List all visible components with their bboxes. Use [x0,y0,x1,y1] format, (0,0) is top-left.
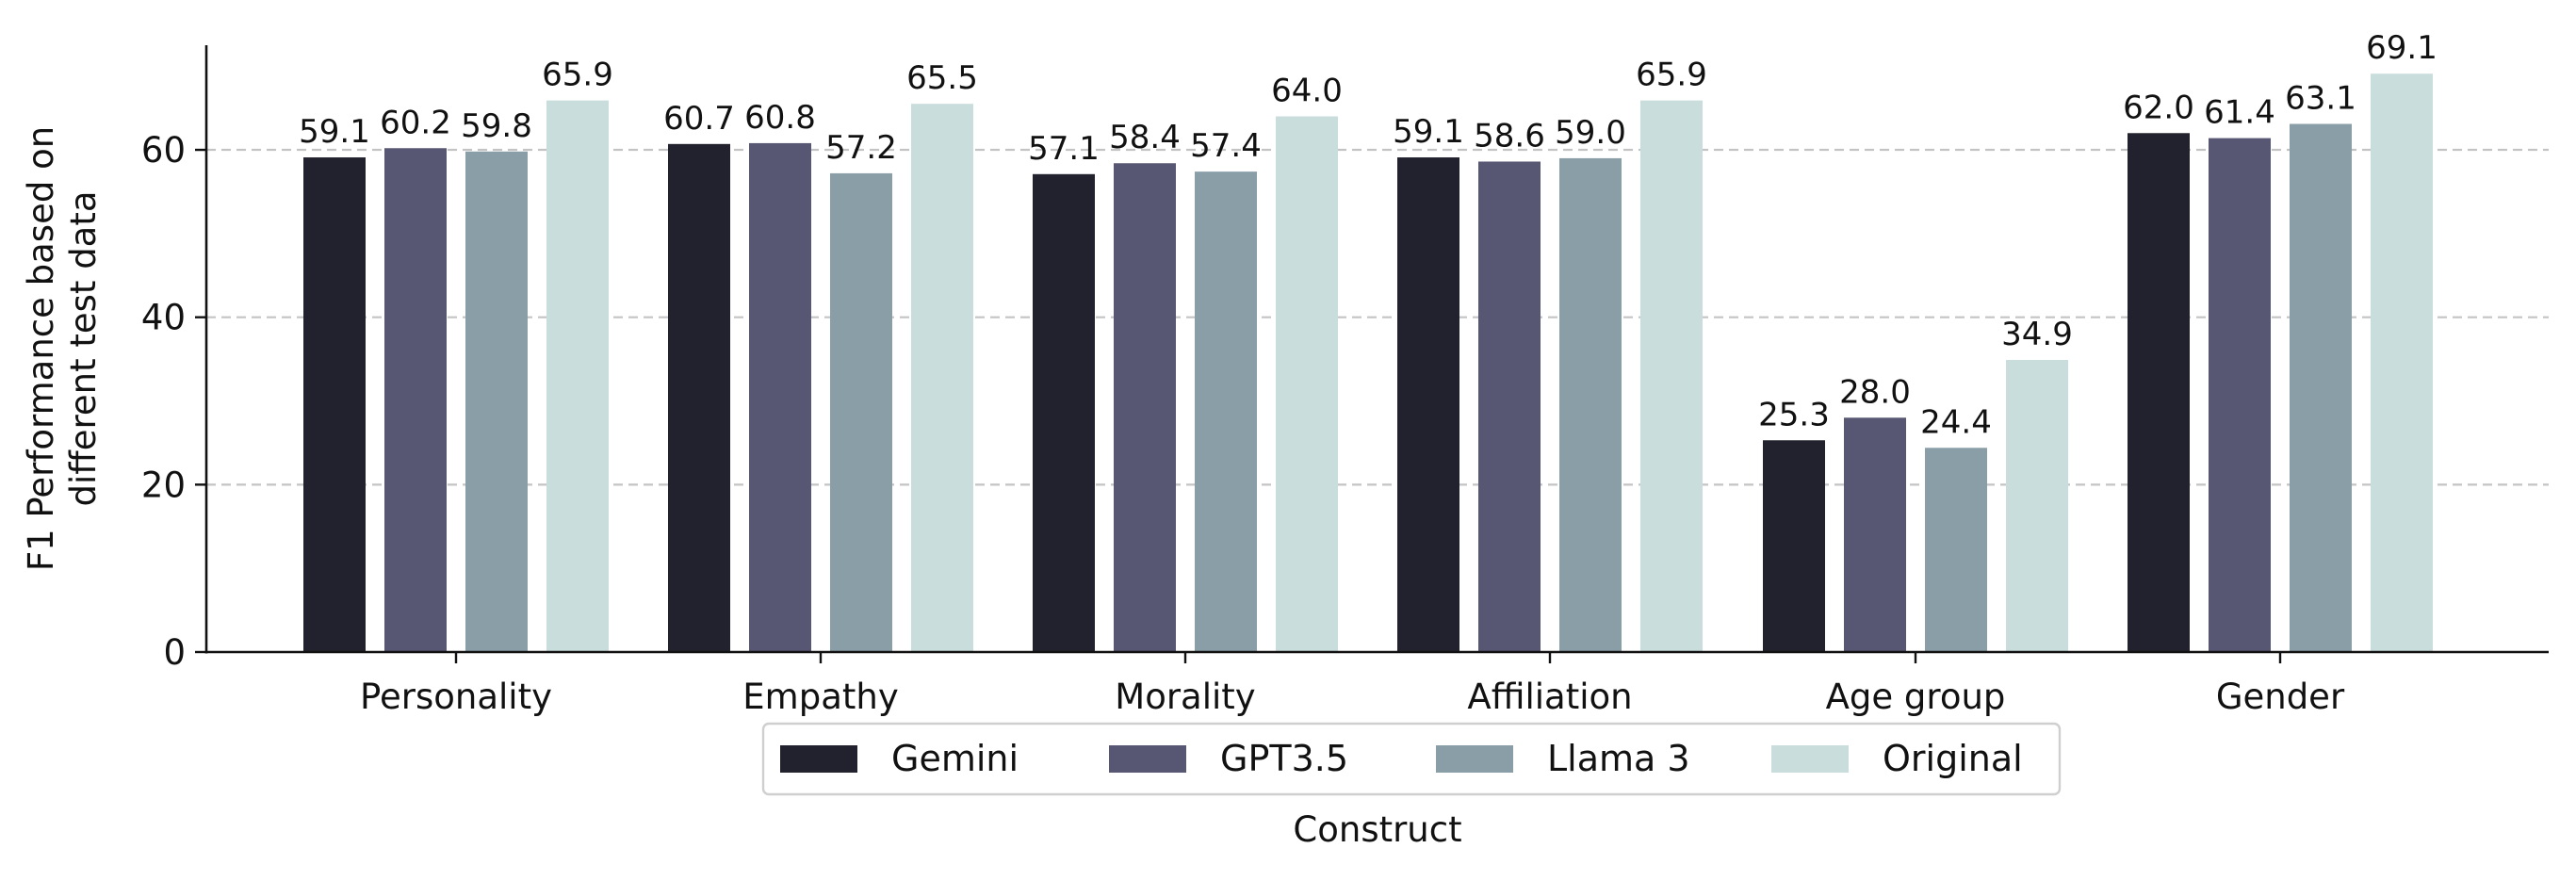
data-label-morality-llama-3: 57.4 [1190,127,1262,165]
data-label-empathy-llama-3: 57.2 [825,129,897,167]
y-tick-label: 20 [141,465,186,505]
legend-box [761,722,2062,796]
legend-swatch-gemini [780,745,857,773]
bar-gender-gemini [2128,133,2190,652]
bar-affiliation-llama-3 [1559,157,1622,652]
data-label-morality-original: 64.0 [1271,73,1343,110]
bar-affiliation-gpt3-5 [1478,161,1541,653]
data-label-personality-original: 65.9 [542,57,613,94]
legend-label-gpt3-5: GPT3.5 [1220,738,1348,779]
bars [303,73,2433,653]
x-axis-title: Construct [1293,809,1461,850]
data-label-gender-gemini: 62.0 [2123,89,2194,126]
x-ticks: Personality Empathy Morality Affiliation Age… [360,652,2345,717]
y-tick-label: 40 [141,298,186,338]
data-label-gender-llama-3: 63.1 [2285,79,2356,117]
data-label-personality-llama-3: 59.8 [461,107,532,145]
legend-swatch-gpt3-5 [1109,745,1186,773]
data-label-gender-gpt3-5: 61.4 [2204,94,2275,132]
bar-age-group-gpt3-5 [1844,417,1906,652]
bar-gender-llama-3 [2290,123,2352,652]
data-label-affiliation-gemini: 59.1 [1393,113,1464,151]
bar-personality-original [546,100,609,652]
y-axis-title-line: F1 Performance based on [21,126,61,571]
bar-personality-gemini [303,157,366,653]
y-axis-title-line: different test data [63,190,104,506]
legend-label-llama-3: Llama 3 [1547,738,1690,779]
data-labels: 59.1 60.2 59.8 65.9 60.7 60.857.265.5 57.1 58.4… [299,29,2437,441]
bar-age-group-original [2006,359,2068,652]
x-tick-label-gender: Gender [2216,677,2345,717]
data-label-age-group-gpt3-5: 28.0 [1839,373,1911,411]
data-label-empathy-original: 65.5 [906,59,978,97]
bar-gender-gpt3-5 [2209,138,2271,652]
data-label-empathy-gpt3-5: 60.8 [744,99,816,137]
data-label-gender-original: 69.1 [2366,29,2437,67]
bar-empathy-gpt3-5 [749,142,811,652]
bar-affiliation-original [1640,100,1703,652]
data-label-affiliation-original: 65.9 [1636,57,1707,94]
data-label-empathy-gemini: 60.7 [663,100,735,138]
bar-age-group-gemini [1763,440,1825,652]
x-tick-label-morality: Morality [1115,677,1255,717]
bar-morality-original [1276,116,1338,653]
data-label-personality-gpt3-5: 60.2 [380,104,451,141]
axes [204,45,2549,654]
bar-morality-gemini [1033,173,1095,652]
legend-label-gemini: Gemini [891,738,1019,779]
x-tick-label-affiliation: Affiliation [1467,677,1632,717]
x-tick-label-empathy: Empathy [742,677,898,717]
legend-label-original: Original [1883,738,2023,779]
data-label-affiliation-gpt3-5: 58.6 [1474,117,1545,155]
data-label-age-group-gemini: 25.3 [1758,396,1830,433]
data-label-morality-gpt3-5: 58.4 [1109,119,1181,156]
bar-affiliation-gemini [1397,157,1459,653]
bar-morality-llama-3 [1195,171,1257,653]
bar-personality-llama-3 [465,151,528,652]
legend: Gemini GPT3.5 Llama 3 Original [761,722,2062,796]
data-label-affiliation-llama-3: 59.0 [1555,114,1626,152]
data-label-age-group-llama-3: 24.4 [1920,403,1992,441]
bar-empathy-original [911,104,973,652]
data-label-morality-gemini: 57.1 [1028,130,1100,168]
x-tick-label-personality: Personality [360,677,552,717]
bar-morality-gpt3-5 [1114,163,1176,653]
data-label-personality-gemini: 59.1 [299,113,370,151]
data-label-age-group-original: 34.9 [2001,316,2073,353]
bar-empathy-llama-3 [830,172,892,653]
legend-swatch-original [1771,745,1849,773]
bar-personality-gpt3-5 [384,148,447,652]
bar-empathy-gemini [668,143,730,653]
bar-age-group-llama-3 [1925,448,1987,652]
y-ticks: 0 20 40 60 [141,130,206,673]
bar-gender-original [2371,73,2433,653]
y-tick-label: 60 [141,130,186,171]
y-tick-label: 0 [163,632,186,673]
legend-swatch-llama-3 [1436,745,1513,773]
x-tick-label-age-group: Age group [1826,677,2006,717]
